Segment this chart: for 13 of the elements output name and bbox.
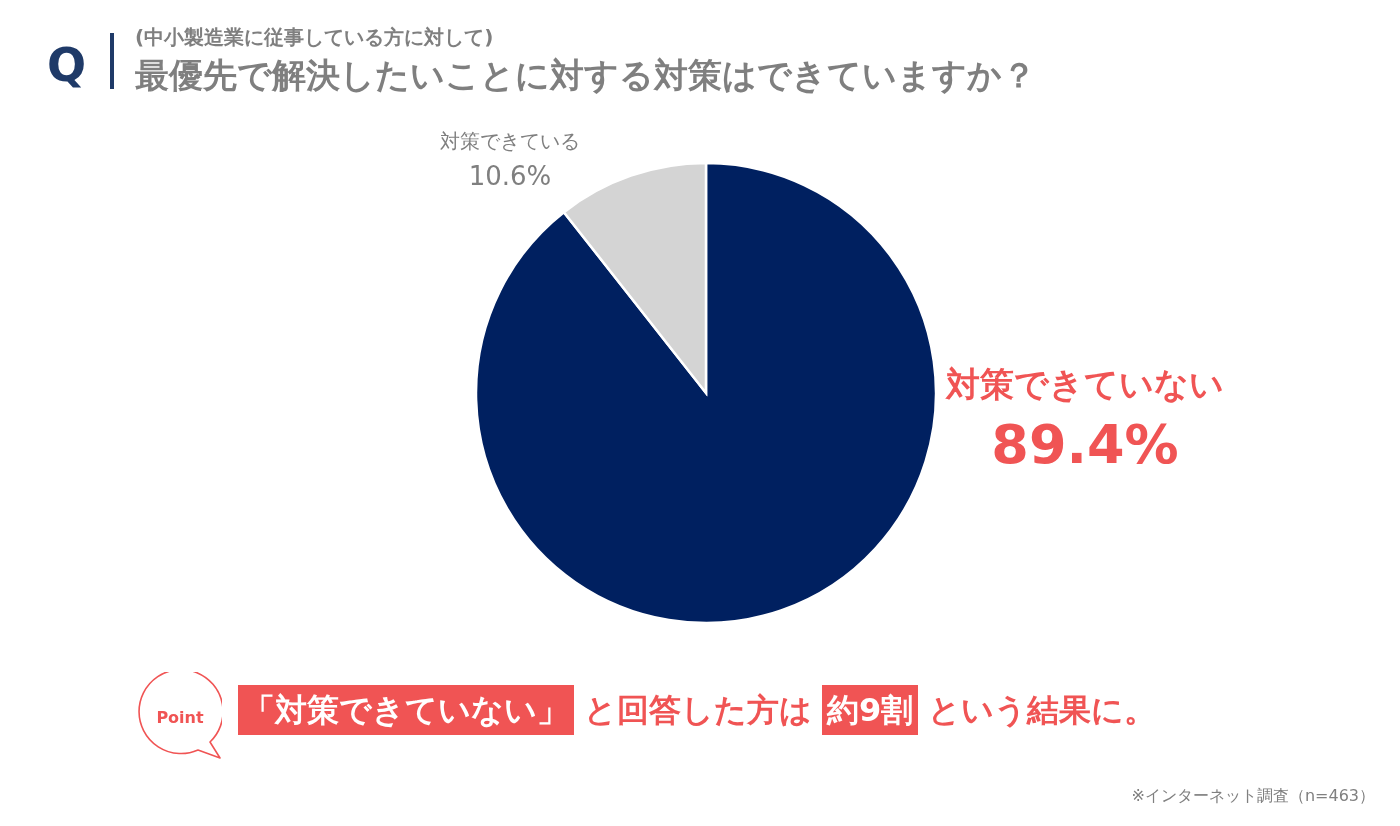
text: という結果に。: [928, 690, 1157, 731]
text: ※インターネット調査（n=463）: [1131, 786, 1375, 806]
text: 「対策できていない」: [238, 685, 574, 735]
text: 約9割: [822, 685, 919, 735]
text: Q: [47, 38, 87, 92]
slice-label: 対策できていない: [945, 364, 1224, 404]
text: と回答した方は: [584, 690, 812, 731]
data-label: 89.4%: [991, 413, 1179, 476]
chart-subtitle: (中小製造業に従事している方に対して): [135, 25, 494, 49]
slice-label: 対策できている: [440, 129, 580, 153]
text: Point: [155, 708, 205, 728]
chart-title: 最優先で解決したいことに対する対策はできていますか？: [135, 55, 1036, 96]
data-label: 10.6%: [468, 161, 552, 191]
